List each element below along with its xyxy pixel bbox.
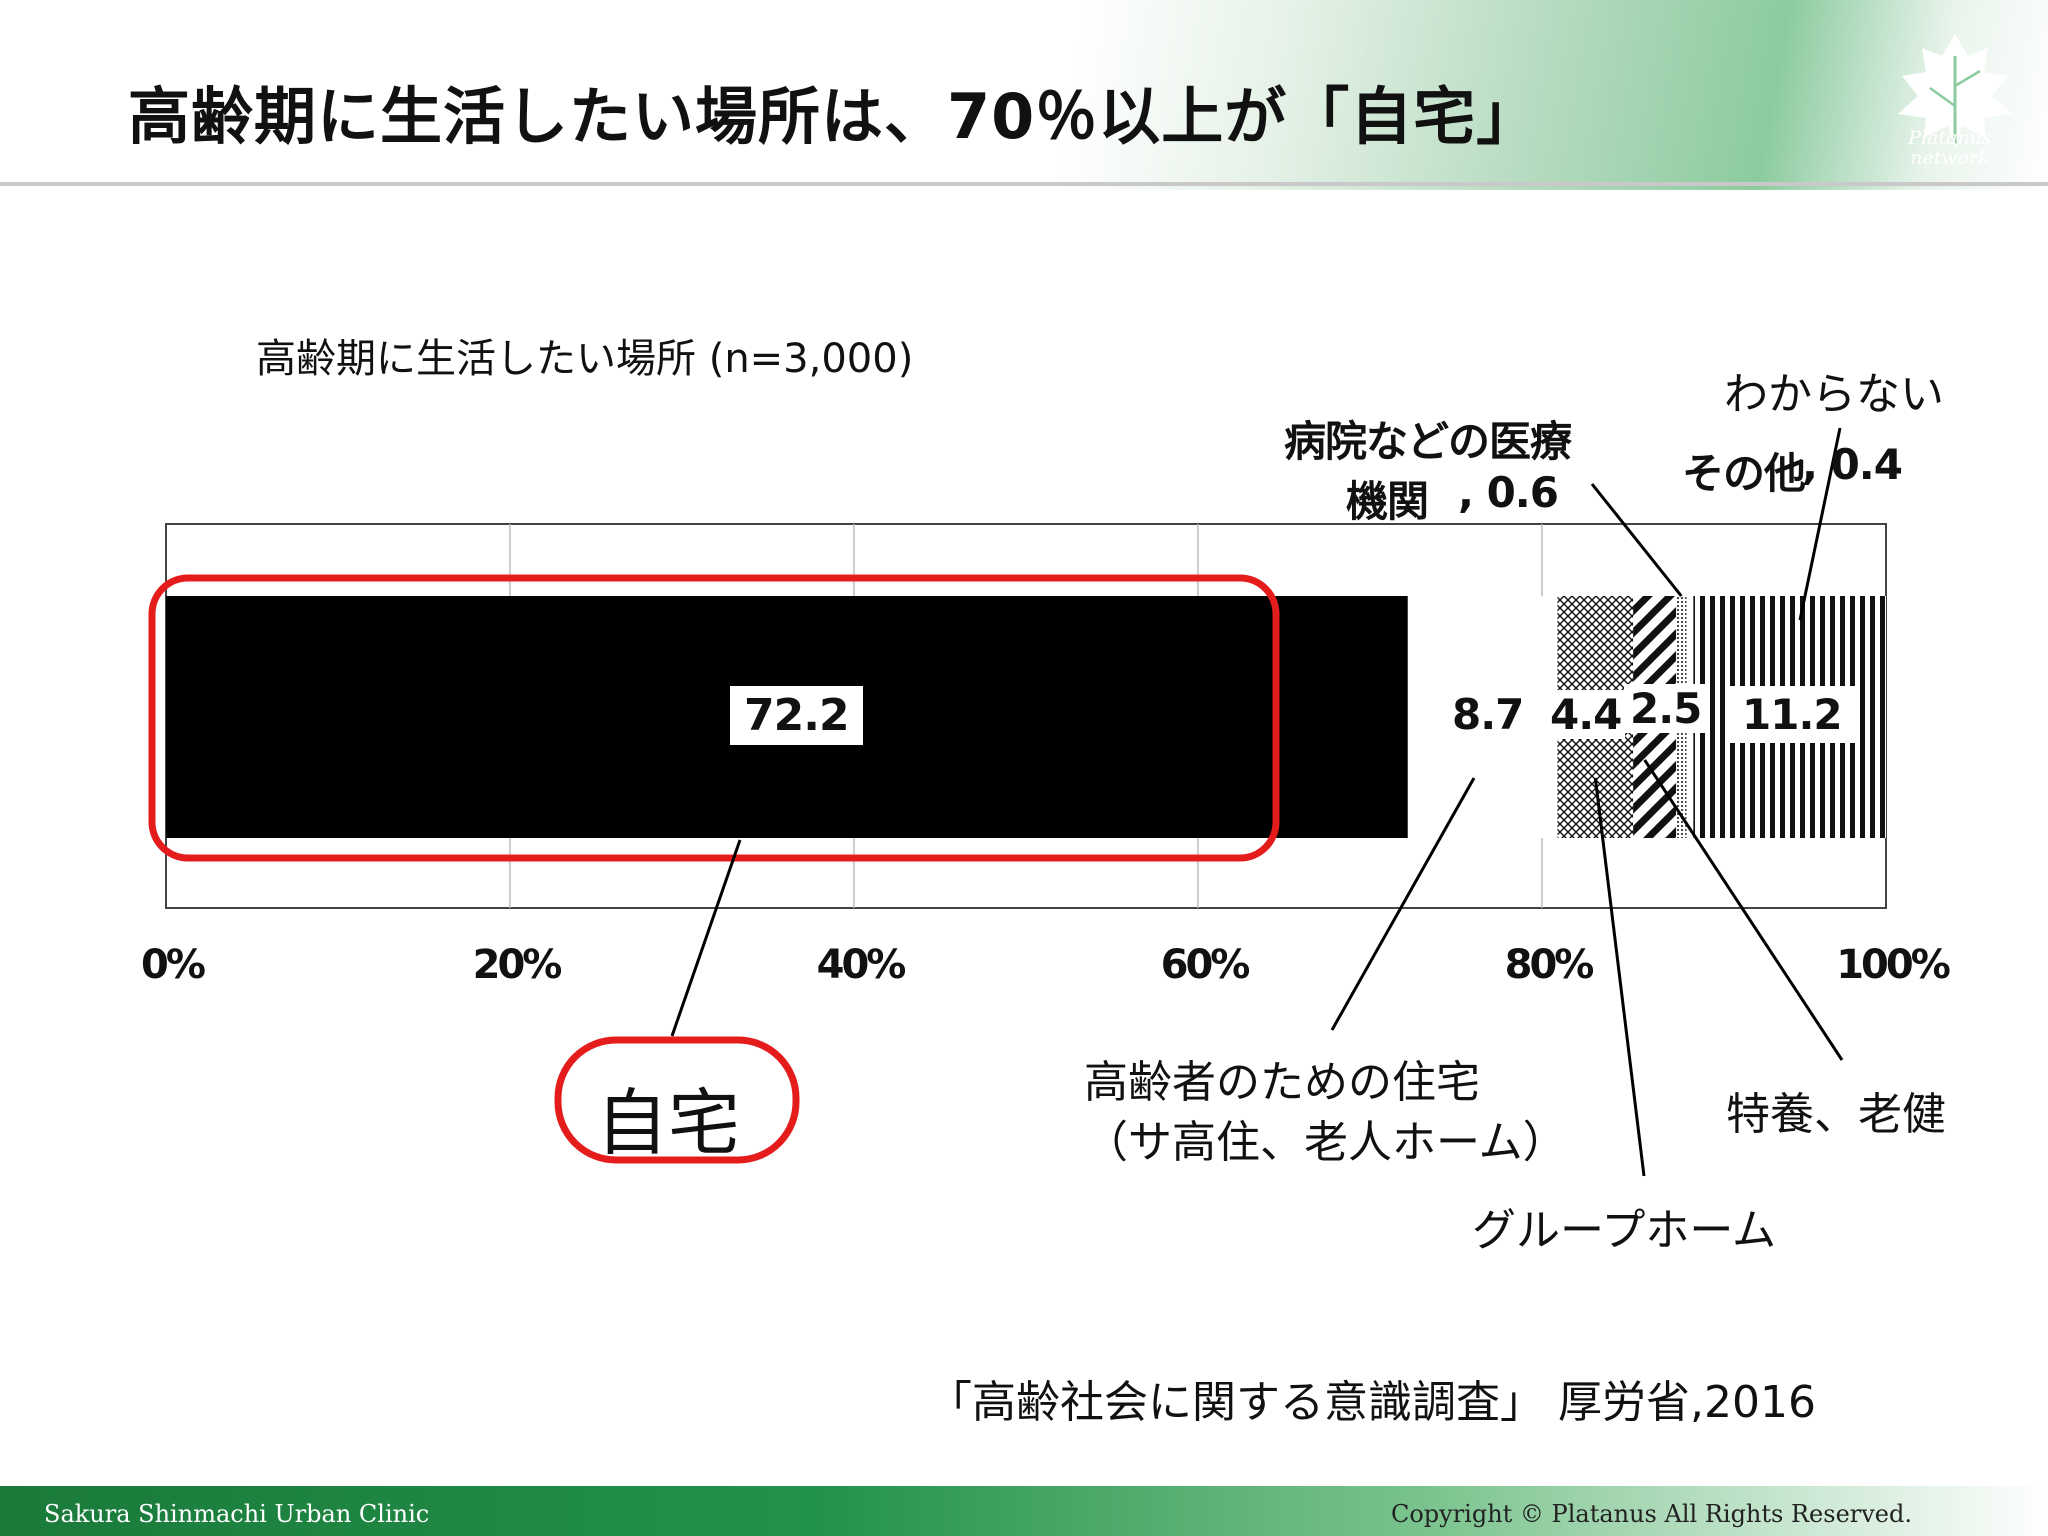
footer-copyright: Copyright © Platanus All Rights Reserved… (1390, 1500, 1912, 1528)
category-label-koreisha: 高齢者のための住宅 (1084, 1057, 1480, 1108)
value-label-wakaranai: 11.2 (1726, 686, 1858, 743)
category-label-iryo: 病院などの医療 (1284, 417, 1572, 466)
x-tick-label: 20% (472, 942, 563, 988)
highlight-box-jitaku (148, 574, 1280, 862)
leader-line-group-home (1593, 777, 1646, 1177)
category-label-sonota: その他 (1682, 449, 1806, 498)
slide-title: 高齢期に生活したい場所は、70％以上が「自宅」 (128, 80, 1540, 153)
header-banner (0, 0, 2048, 190)
x-tick-label: 80% (1504, 942, 1595, 988)
category-label-tokuyo: 特養、老健 (1726, 1089, 1946, 1140)
logo-text: Platanus network (1880, 128, 2020, 168)
footer-banner (0, 1486, 2048, 1536)
category-label-group-home: グループホーム (1472, 1205, 1777, 1256)
logo-text-line1: Platanus (1908, 127, 1992, 149)
x-tick-label: 40% (816, 942, 907, 988)
header-divider (0, 182, 2048, 186)
leader-line-iryo (1590, 483, 1683, 597)
value-label-group-home: 4.4 (1546, 690, 1626, 739)
x-tick-label: 100% (1836, 942, 1951, 988)
value-label-sonota: , 0.4 (1802, 440, 1903, 489)
chart-title: 高齢期に生活したい場所 (n=3,000) (256, 336, 914, 382)
category-label-iryo-line2: 機関 (1346, 477, 1429, 526)
leader-line-tokuyo (1643, 759, 1844, 1061)
category-label-koreisha-line2: （サ高住、老人ホーム） (1084, 1117, 1567, 1168)
source-citation: 「高齢社会に関する意識調査」 厚労省,2016 (928, 1377, 1816, 1428)
value-label-koreisha: 8.7 (1452, 690, 1524, 739)
leader-line-koreisha (1330, 777, 1476, 1031)
value-label-iryo: , 0.6 (1458, 468, 1559, 517)
value-label-tokuyo: 2.5 (1624, 684, 1708, 733)
category-label-wakaranai: わからない (1724, 369, 1944, 420)
leaf-icon (1898, 34, 2012, 148)
footer-clinic-name: Sakura Shinmachi Urban Clinic (44, 1500, 430, 1528)
category-label-jitaku: 自宅 (596, 1081, 741, 1165)
value-label-jitaku: 72.2 (730, 686, 863, 745)
x-tick-label: 0% (141, 942, 206, 988)
leader-line-jitaku (670, 839, 742, 1037)
logo-text-line2: network (1910, 147, 1990, 169)
x-tick-label: 60% (1160, 942, 1251, 988)
